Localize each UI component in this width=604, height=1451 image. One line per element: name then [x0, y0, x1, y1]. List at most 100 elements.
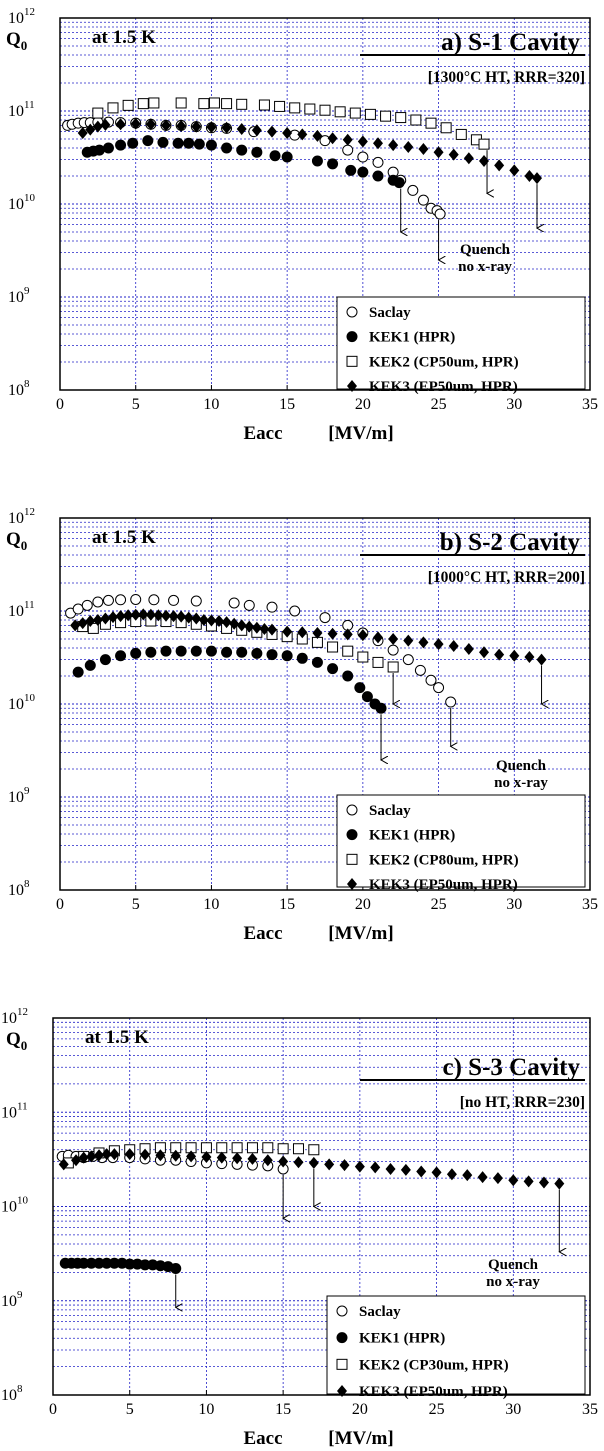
x-tick-label: 10: [198, 1401, 214, 1418]
data-point: [324, 1158, 335, 1171]
data-point: [176, 119, 187, 132]
data-point: [115, 650, 127, 662]
x-tick-label: 10: [203, 896, 219, 913]
data-point: [297, 626, 308, 639]
data-point: [145, 646, 157, 658]
data-point: [293, 1156, 304, 1169]
data-point: [339, 1159, 350, 1172]
x-axis-unit: [MV/m]: [328, 923, 393, 944]
x-tick-label: 15: [279, 396, 295, 413]
data-point: [373, 631, 383, 644]
x-tick-label: 20: [355, 896, 371, 913]
data-point: [175, 645, 187, 657]
x-axis-label: Eacc: [243, 423, 282, 444]
data-point: [140, 1148, 151, 1161]
data-point: [186, 1150, 197, 1163]
data-point: [282, 127, 293, 140]
data-point: [266, 649, 278, 661]
data-point: [479, 646, 489, 659]
legend-marker: [346, 306, 358, 318]
data-point: [357, 151, 369, 163]
data-point: [308, 1156, 319, 1169]
data-point: [137, 98, 149, 110]
x-tick-label: 25: [429, 1401, 445, 1418]
data-point: [364, 108, 376, 120]
data-point: [433, 682, 445, 694]
data-point: [538, 1176, 549, 1189]
data-point: [509, 164, 520, 177]
data-point: [160, 645, 172, 657]
legend-box: [326, 1295, 586, 1395]
data-point: [342, 670, 354, 682]
plot-frame: [59, 517, 591, 891]
legend-marker: [346, 853, 358, 865]
data-point: [77, 127, 88, 140]
data-point: [229, 617, 240, 630]
data-point: [148, 97, 160, 109]
quench-note: Quench: [460, 242, 511, 258]
data-point: [86, 1150, 97, 1163]
data-point: [221, 646, 233, 658]
data-point: [247, 1152, 258, 1165]
legend-marker: [336, 1332, 348, 1344]
legend-label: KEK1 (HPR): [359, 1331, 445, 1347]
legend-label: Saclay: [369, 305, 411, 321]
data-point: [145, 608, 156, 621]
data-point: [267, 125, 277, 138]
data-point: [407, 184, 419, 196]
data-point: [388, 632, 399, 645]
data-point: [122, 99, 134, 111]
data-point: [342, 628, 353, 641]
legend-box: [336, 794, 586, 888]
data-point: [168, 594, 180, 606]
series-filled-diamond: [58, 1148, 565, 1190]
series-open-circle: [65, 593, 457, 708]
data-point: [311, 656, 323, 668]
data-point: [425, 117, 437, 129]
y-axis-label: Q0: [6, 1029, 27, 1053]
data-point: [479, 154, 489, 167]
data-point: [170, 1262, 182, 1274]
data-point: [124, 1258, 136, 1270]
series-filled-circle: [72, 645, 387, 714]
legend: Saclay KEK1 (HPR) KEK2 (CP80um, HPR) KEK3 (…: [336, 794, 586, 893]
data-point: [190, 595, 202, 607]
data-point: [109, 1148, 120, 1161]
panel-title: a) S-1 Cavity: [441, 29, 580, 56]
y-tick-label: 1010: [8, 192, 36, 213]
data-point: [115, 118, 126, 131]
series-filled-circle: [81, 135, 405, 189]
data-point: [357, 166, 369, 178]
x-axis-label: Eacc: [243, 1428, 282, 1449]
data-point: [101, 1257, 113, 1269]
data-point: [102, 594, 114, 606]
data-point: [155, 1149, 166, 1162]
legend-box: [336, 296, 586, 390]
x-tick-label: 5: [132, 896, 140, 913]
x-tick-label: 30: [506, 396, 522, 413]
data-point: [81, 599, 93, 611]
legend-label: Saclay: [369, 803, 411, 819]
data-point: [231, 1142, 243, 1154]
data-point: [107, 102, 119, 114]
data-point: [370, 1161, 381, 1174]
data-point: [78, 1151, 89, 1164]
legend-label: KEK2 (CP30um, HPR): [359, 1357, 509, 1373]
data-point: [84, 659, 96, 671]
condition-label: at 1.5 K: [92, 27, 156, 48]
data-point: [214, 615, 224, 628]
data-point: [274, 100, 286, 112]
legend-label: KEK1 (HPR): [369, 828, 455, 844]
y-tick-label: 1011: [1, 1100, 28, 1121]
data-point: [142, 135, 154, 147]
legend-marker: [336, 1358, 348, 1370]
legend-label: KEK3 (EP50um, HPR): [369, 379, 518, 395]
data-point: [124, 1148, 135, 1161]
data-point: [138, 608, 149, 621]
data-point: [373, 137, 383, 150]
data-point: [101, 1148, 112, 1161]
y-axis-label: Q0: [6, 529, 27, 553]
